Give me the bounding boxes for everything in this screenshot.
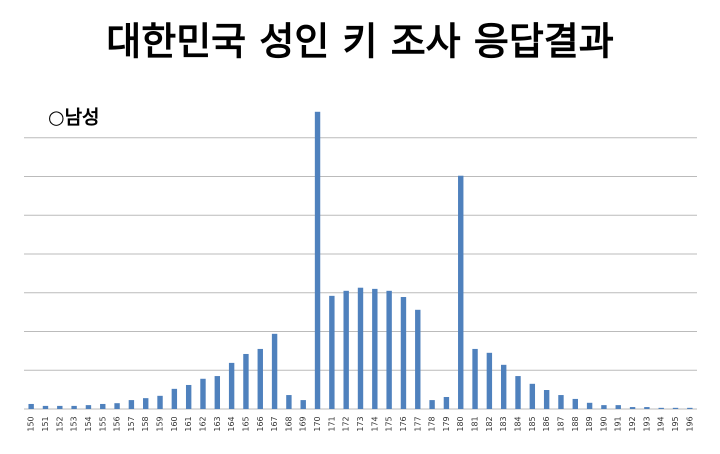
bar bbox=[185, 384, 192, 409]
bar bbox=[257, 348, 263, 409]
x-tick-label: 155 bbox=[98, 416, 107, 431]
bar bbox=[386, 290, 392, 409]
x-tick-label: 156 bbox=[113, 416, 122, 431]
bar bbox=[300, 400, 306, 409]
x-tick-label: 153 bbox=[70, 416, 79, 431]
bar bbox=[586, 402, 593, 409]
x-tick-label: 162 bbox=[198, 416, 207, 431]
x-tick-label: 178 bbox=[428, 416, 437, 431]
x-tick-label: 168 bbox=[284, 416, 293, 431]
x-tick-label: 188 bbox=[571, 416, 580, 431]
bar bbox=[529, 383, 536, 409]
x-tick-label: 170 bbox=[313, 416, 322, 431]
chart-title: 대한민국 성인 키 조사 응답결과 bbox=[106, 20, 613, 64]
x-tick-label: 177 bbox=[413, 416, 422, 431]
x-tick-label: 159 bbox=[156, 416, 165, 431]
x-tick-label: 174 bbox=[370, 416, 379, 431]
bar bbox=[100, 403, 106, 409]
bar bbox=[143, 398, 149, 409]
bar bbox=[443, 396, 450, 409]
bar bbox=[458, 175, 464, 409]
x-tick-label: 194 bbox=[657, 416, 666, 431]
x-tick-label: 151 bbox=[41, 416, 50, 431]
bar bbox=[57, 405, 63, 409]
bar bbox=[171, 388, 178, 409]
x-tick-label: 163 bbox=[213, 416, 222, 431]
bar bbox=[71, 405, 77, 409]
x-tick-label: 152 bbox=[55, 416, 64, 431]
x-tick-label: 171 bbox=[327, 416, 336, 431]
bar bbox=[486, 352, 493, 409]
x-tick-label: 166 bbox=[256, 416, 265, 431]
chart-subtitle: ○남성 bbox=[48, 107, 100, 129]
bar bbox=[214, 376, 221, 409]
x-tick-label: 172 bbox=[342, 416, 351, 431]
x-tick-label: 150 bbox=[27, 416, 36, 431]
x-tick-label: 164 bbox=[227, 416, 236, 431]
x-tick-label: 192 bbox=[628, 416, 637, 431]
bar bbox=[128, 400, 135, 409]
x-tick-label: 175 bbox=[385, 416, 394, 431]
bar bbox=[85, 405, 92, 409]
x-tick-label: 190 bbox=[599, 416, 608, 431]
bar bbox=[114, 403, 120, 409]
bar bbox=[42, 405, 49, 409]
x-tick-label: 185 bbox=[528, 416, 537, 431]
bar bbox=[243, 353, 249, 409]
x-tick-label: 186 bbox=[542, 416, 551, 431]
bar bbox=[400, 297, 407, 409]
bar bbox=[343, 290, 349, 409]
x-tick-label: 183 bbox=[499, 416, 508, 431]
bar bbox=[672, 407, 679, 409]
bar bbox=[644, 407, 650, 409]
x-tick-label: 158 bbox=[141, 416, 150, 431]
bar bbox=[658, 407, 664, 409]
x-tick-label: 179 bbox=[442, 416, 451, 431]
x-tick-label: 182 bbox=[485, 416, 494, 431]
bar bbox=[558, 395, 564, 409]
bar bbox=[472, 348, 478, 409]
bar bbox=[271, 333, 278, 409]
bar bbox=[500, 364, 507, 409]
x-tick-label: 196 bbox=[685, 416, 694, 431]
bar bbox=[28, 403, 34, 409]
x-tick-label: 195 bbox=[671, 416, 680, 431]
bar bbox=[615, 405, 621, 409]
x-tick-label: 180 bbox=[456, 416, 465, 431]
x-tick-label: 173 bbox=[356, 416, 365, 431]
x-tick-label: 160 bbox=[170, 416, 179, 431]
bar bbox=[601, 405, 607, 409]
bar bbox=[629, 407, 636, 409]
x-tick-label: 167 bbox=[270, 416, 279, 431]
bar bbox=[286, 395, 292, 409]
bar bbox=[372, 288, 378, 409]
bar bbox=[572, 398, 578, 409]
x-tick-label: 189 bbox=[585, 416, 594, 431]
bar bbox=[415, 309, 421, 409]
x-tick-label: 161 bbox=[184, 416, 193, 431]
bar bbox=[200, 378, 206, 409]
x-tick-label: 154 bbox=[84, 416, 93, 431]
bar bbox=[357, 287, 364, 409]
x-tick-label: 165 bbox=[241, 416, 250, 431]
x-tick-label: 191 bbox=[614, 416, 623, 431]
bar bbox=[314, 111, 321, 409]
bar bbox=[429, 400, 435, 409]
x-tick-label: 193 bbox=[642, 416, 651, 431]
bar bbox=[157, 395, 163, 409]
x-tick-label: 157 bbox=[127, 416, 136, 431]
bar bbox=[515, 376, 521, 409]
x-tick-label: 187 bbox=[556, 416, 565, 431]
bar bbox=[329, 295, 335, 409]
x-tick-label: 184 bbox=[514, 416, 523, 431]
bar bbox=[687, 407, 693, 409]
x-tick-label: 181 bbox=[471, 416, 480, 431]
bar bbox=[543, 390, 550, 409]
x-tick-label: 169 bbox=[299, 416, 308, 431]
bar bbox=[228, 362, 235, 409]
x-tick-label: 176 bbox=[399, 416, 408, 431]
